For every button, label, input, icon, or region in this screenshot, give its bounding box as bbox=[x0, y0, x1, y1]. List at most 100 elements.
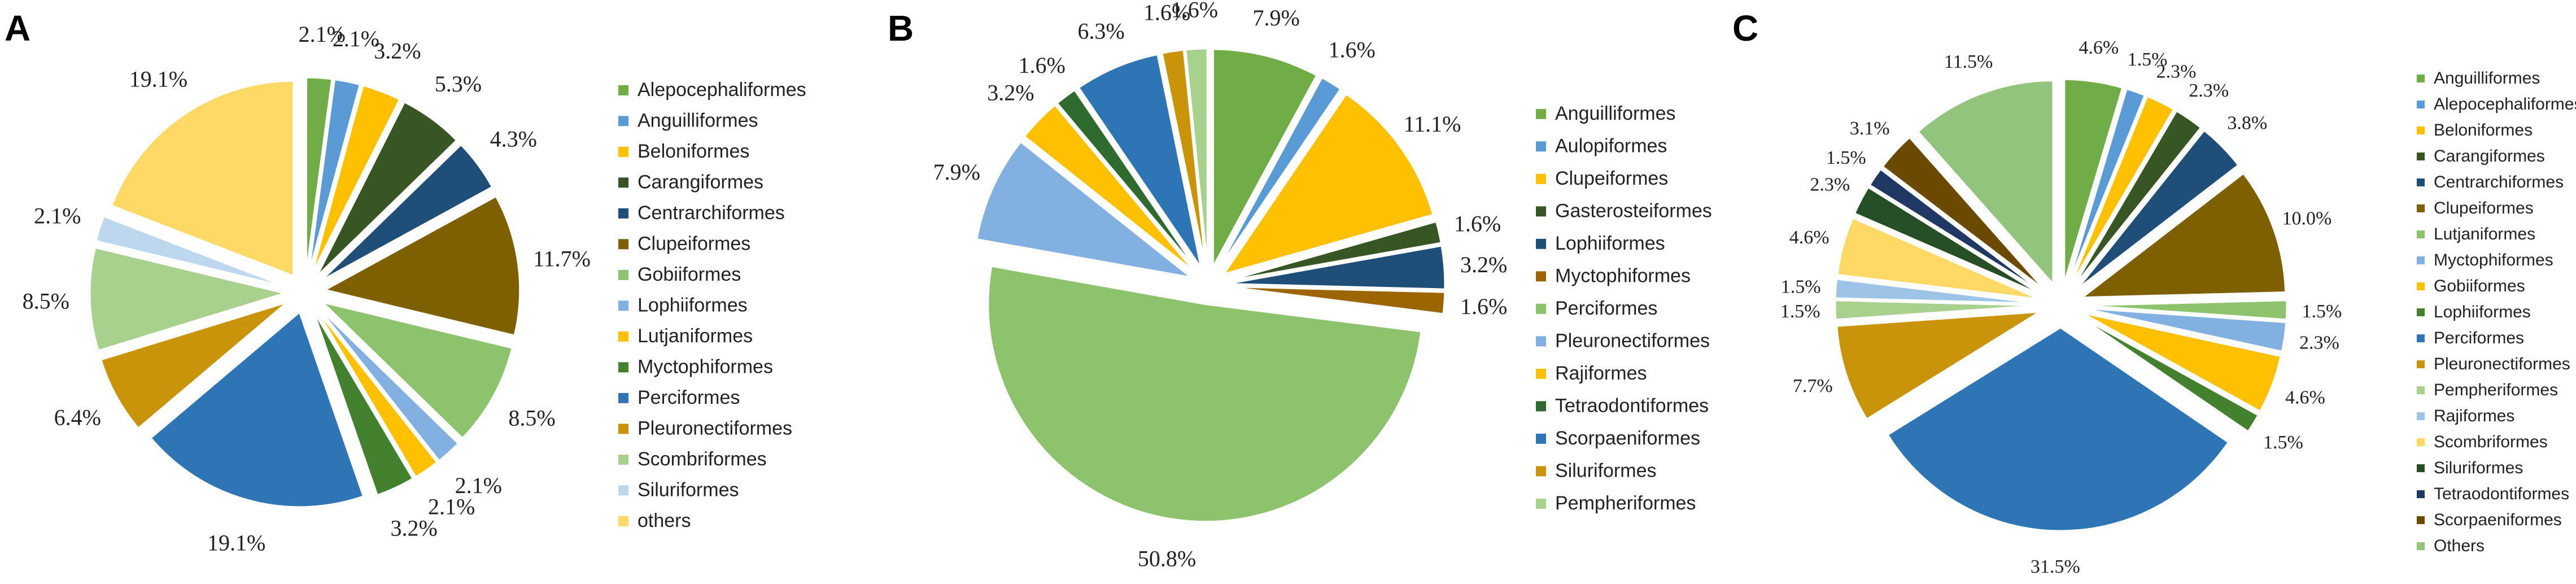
legend-swatch-tetraodontiformes bbox=[1536, 401, 1546, 412]
legend-swatch-siluriformes bbox=[618, 485, 628, 496]
value-label-pleuronectiformes: 7.9% bbox=[933, 159, 980, 185]
value-label-scombriformes: 4.6% bbox=[1789, 227, 1830, 248]
legend-swatch-clupeiformes bbox=[1536, 173, 1546, 184]
value-label-lophiiformes: 1.5% bbox=[2263, 432, 2303, 453]
pie-slice-scombriformes bbox=[1836, 217, 2040, 300]
pie-slice-scombriformes bbox=[89, 246, 288, 352]
legend-swatch-centrarchiformes bbox=[618, 208, 628, 219]
legend-swatch-clupeiformes bbox=[2417, 204, 2425, 212]
pie-slice-pempheriformes bbox=[1185, 47, 1208, 267]
value-label-centrarchiformes: 4.3% bbox=[490, 126, 537, 151]
value-label-siluriformes: 1.6% bbox=[1143, 0, 1190, 25]
pie-slice-beloniformes bbox=[2070, 95, 2175, 285]
pie-slice-gasterosteiformes bbox=[1226, 220, 1442, 282]
value-label-carangiformes: 5.3% bbox=[435, 71, 482, 97]
legend-label-lophiiformes: Lophiiformes bbox=[1555, 233, 1665, 254]
legend-label-scombriformes: Scombriformes bbox=[2434, 433, 2548, 451]
pie-slice-siluriformes bbox=[1161, 49, 1207, 267]
pie-slice-perciformes bbox=[1887, 326, 2230, 532]
legend-swatch-beloniformes bbox=[618, 146, 628, 157]
pie-slices-b bbox=[976, 47, 1446, 523]
value-label-lophiiformes: 2.1% bbox=[455, 473, 502, 498]
value-label-others: 19.1% bbox=[129, 66, 187, 91]
legend-label-anguilliformes: Anguilliformes bbox=[638, 110, 758, 132]
pie-slice-gobiiformes bbox=[2081, 312, 2282, 413]
pie-slice-others bbox=[110, 80, 295, 277]
value-label-clupeiformes: 11.1% bbox=[1404, 111, 1461, 137]
legend-label-centrarchiformes: Centrarchiformes bbox=[2434, 173, 2564, 191]
pie-chart-c: C 4.6%1.5%2.3%2.3%3.8%10.0%1.5%2.3%4.6%1… bbox=[1732, 8, 2576, 577]
legend-swatch-siluriformes bbox=[1536, 466, 1546, 477]
pie-slice-tetraodontiformes bbox=[1868, 168, 2043, 293]
pie-slice-carangiformes bbox=[316, 101, 458, 277]
pie-slice-myctophiformes bbox=[312, 310, 414, 496]
legend-label-pempheriformes: Pempheriformes bbox=[1555, 493, 1696, 514]
panel-b: B 7.9% 1.6% 11.1% 1.6% 3.2% 1.6% 50.8% 7.9% 3.2%… bbox=[858, 0, 1717, 584]
pie-slice-scorpaeniformes bbox=[1077, 53, 1202, 268]
legend-label-myctophiformes: Myctophiformes bbox=[2434, 251, 2553, 269]
pie-slice-others bbox=[1916, 80, 2054, 286]
legend-swatch-pempheriformes bbox=[2417, 386, 2425, 394]
legend-swatch-myctophiformes bbox=[2417, 256, 2425, 264]
value-label-alepocephaliformes: 1.5% bbox=[2128, 49, 2168, 70]
pie-slice-anguilliformes bbox=[2063, 78, 2124, 283]
legend-swatch-alepocephaliformes bbox=[618, 85, 628, 95]
pie-slice-scorpaeniformes bbox=[1881, 136, 2045, 291]
pie-slice-pempheriformes bbox=[1834, 299, 2039, 321]
legend-swatch-rajiformes bbox=[2417, 412, 2425, 420]
pie-slices-c bbox=[1834, 78, 2288, 532]
pie-slice-clupeiformes bbox=[1222, 93, 1434, 276]
legend-label-siluriformes: Siluriformes bbox=[638, 480, 739, 501]
value-label-clupeiformes: 10.0% bbox=[2282, 208, 2332, 229]
pie-value-labels-b: 7.9%1.6%11.1%1.6%3.2%1.6%50.8%7.9%3.2%1.… bbox=[933, 0, 1508, 571]
legend-label-anguilliformes: Anguilliformes bbox=[2434, 69, 2540, 88]
legend-swatch-others bbox=[2417, 542, 2425, 550]
pie-slice-carangiformes bbox=[2073, 110, 2202, 287]
pie-slice-rajiformes bbox=[1023, 104, 1195, 273]
legend-label-clupeiformes: Clupeiformes bbox=[1555, 168, 1668, 189]
legend-label-rajiformes: Rajiformes bbox=[1555, 363, 1647, 384]
legend-label-tetraodontiformes: Tetraodontiformes bbox=[2434, 485, 2569, 503]
legend-swatch-carangiformes bbox=[2417, 152, 2425, 160]
pie-slice-aulopiformes bbox=[1217, 76, 1342, 269]
value-label-scorpaeniformes: 3.1% bbox=[1850, 118, 1890, 139]
legend-swatch-anguilliformes bbox=[1536, 108, 1546, 119]
legend-label-pleuronectiformes: Pleuronectiformes bbox=[2434, 355, 2570, 373]
legend-label-rajiformes: Rajiformes bbox=[2434, 407, 2514, 425]
legend-label-others: others bbox=[638, 510, 691, 531]
legend-swatch-lophiiformes bbox=[618, 300, 628, 311]
legend-label-tetraodontiformes: Tetraodontiformes bbox=[1555, 395, 1709, 417]
value-label-gasterosteiformes: 1.6% bbox=[1454, 211, 1501, 236]
value-label-lutjaniformes: 1.5% bbox=[2302, 301, 2342, 322]
pie-slice-myctophiformes bbox=[2083, 307, 2287, 353]
value-label-pleuronectiformes: 7.7% bbox=[1793, 376, 1833, 396]
legend-label-lutjaniformes: Lutjaniformes bbox=[638, 325, 753, 347]
legend-label-anguilliformes: Anguilliformes bbox=[1555, 103, 1676, 124]
panel-label-a: A bbox=[5, 8, 30, 49]
legend-swatch-scorpaeniformes bbox=[2417, 516, 2425, 524]
legend-label-carangiformes: Carangiformes bbox=[638, 172, 763, 193]
value-label-tetraodontiformes: 1.6% bbox=[1019, 53, 1066, 78]
value-label-carangiformes: 2.3% bbox=[2189, 80, 2229, 101]
value-label-beloniformes: 2.3% bbox=[2156, 61, 2197, 82]
legend-swatch-perciformes bbox=[618, 393, 628, 403]
legend-label-gobiiformes: Gobiiformes bbox=[638, 264, 741, 285]
pie-slice-perciformes bbox=[149, 311, 365, 508]
value-label-rajiformes: 3.2% bbox=[987, 80, 1034, 106]
legend-label-perciformes: Perciformes bbox=[2434, 329, 2524, 347]
pie-slice-alepocephaliformes bbox=[2067, 88, 2146, 284]
pie-slice-pleuronectiformes bbox=[99, 301, 288, 430]
value-label-scorpaeniformes: 6.3% bbox=[1077, 18, 1124, 43]
legend-swatch-rajiformes bbox=[1536, 368, 1546, 379]
legend-label-alepocephaliformes: Alepocephaliformes bbox=[638, 79, 806, 101]
legend-swatch-tetraodontiformes bbox=[2417, 490, 2425, 498]
legend-label-centrarchiformes: Centrarchiformes bbox=[638, 202, 785, 224]
value-label-lophiiformes: 3.2% bbox=[1460, 252, 1507, 277]
legend-swatch-siluriformes bbox=[2417, 464, 2425, 472]
legend-label-alepocephaliformes: Alepocephaliformes bbox=[2434, 95, 2576, 114]
value-label-pleuronectiformes: 6.4% bbox=[54, 404, 101, 430]
legend-swatch-lutjaniformes bbox=[618, 331, 628, 342]
value-label-scombriformes: 8.5% bbox=[23, 288, 69, 313]
value-label-myctophiformes: 3.2% bbox=[391, 515, 438, 541]
value-label-perciformes: 31.5% bbox=[2031, 556, 2080, 577]
